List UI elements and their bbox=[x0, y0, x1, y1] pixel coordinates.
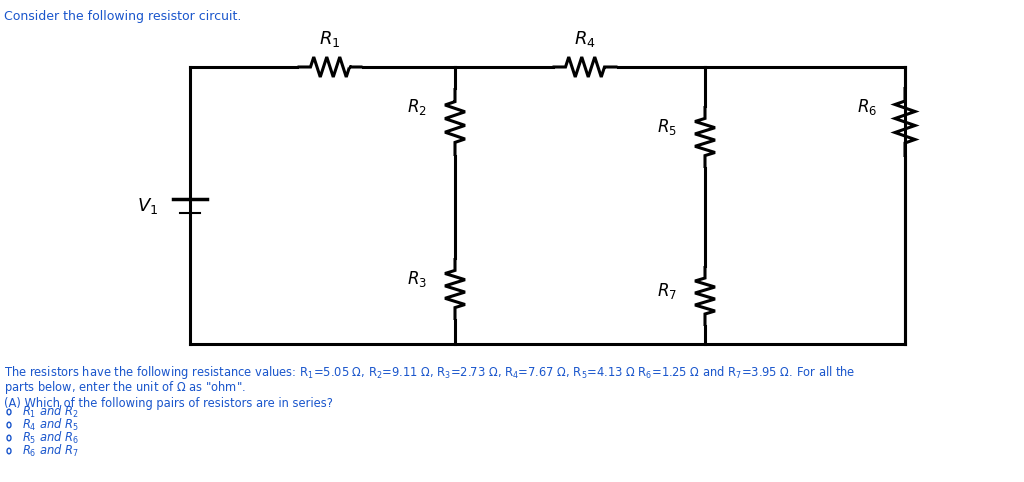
Text: $R_4$ and $R_5$: $R_4$ and $R_5$ bbox=[22, 417, 79, 433]
Text: $R_6$ and $R_7$: $R_6$ and $R_7$ bbox=[22, 443, 79, 459]
Text: The resistors have the following resistance values: R$_1$=5.05 $\Omega$, R$_2$=9: The resistors have the following resista… bbox=[4, 364, 855, 381]
Text: $V_1$: $V_1$ bbox=[137, 196, 159, 215]
Text: $R_4$: $R_4$ bbox=[574, 29, 596, 49]
Text: $R_7$: $R_7$ bbox=[657, 281, 677, 301]
Text: $R_3$: $R_3$ bbox=[407, 269, 427, 289]
Text: $R_5$ and $R_6$: $R_5$ and $R_6$ bbox=[22, 430, 79, 446]
Text: $R_1$: $R_1$ bbox=[319, 29, 341, 49]
Text: $R_1$ and $R_2$: $R_1$ and $R_2$ bbox=[22, 404, 79, 420]
Text: $R_5$: $R_5$ bbox=[657, 117, 677, 137]
Text: (A) Which of the following pairs of resistors are in series?: (A) Which of the following pairs of resi… bbox=[4, 397, 333, 410]
Text: $R_2$: $R_2$ bbox=[408, 97, 427, 117]
Text: $R_6$: $R_6$ bbox=[857, 97, 877, 117]
Text: parts below, enter the unit of $\Omega$ as "ohm".: parts below, enter the unit of $\Omega$ … bbox=[4, 379, 246, 396]
Text: Consider the following resistor circuit.: Consider the following resistor circuit. bbox=[4, 10, 242, 23]
